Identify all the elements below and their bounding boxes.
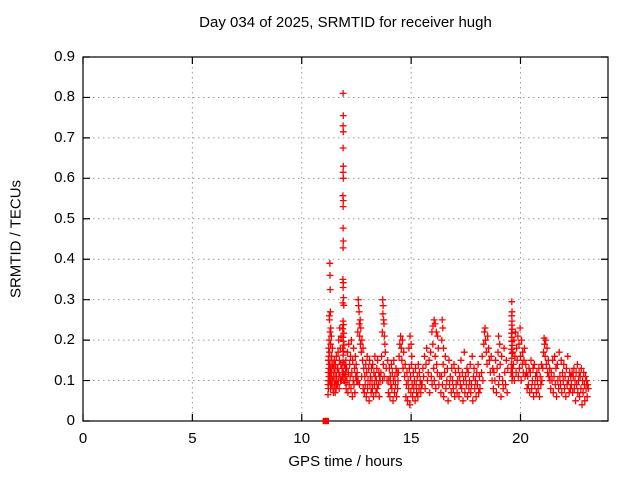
y-tick-label: 0.9 <box>54 48 75 65</box>
plot-border <box>82 56 609 422</box>
y-tick-label: 0.6 <box>54 169 75 187</box>
chart-title: Day 034 of 2025, SRMTID for receiver hug… <box>199 14 492 31</box>
y-tick-label: 0.2 <box>54 331 75 349</box>
x-tick-label: 20 <box>512 430 529 447</box>
x-tick-label: 5 <box>188 430 197 447</box>
y-tick-label: 0.4 <box>54 250 75 268</box>
x-axis-label: GPS time / hours <box>288 453 403 470</box>
y-tick-label: 0 <box>66 412 75 429</box>
y-axis-label: SRMTID / TECUs <box>7 179 25 299</box>
x-tick-label: 10 <box>293 430 311 447</box>
y-tick-label: 0.8 <box>54 88 75 106</box>
y-tick-label: 0.5 <box>54 209 75 227</box>
y-tick-label: 0.7 <box>54 128 75 146</box>
x-tick-label: 0 <box>78 430 88 447</box>
axis-ticks <box>82 56 608 422</box>
y-tick-label: 0.1 <box>54 371 75 389</box>
srmtid-data-points <box>324 90 592 409</box>
x-tick-label: 15 <box>402 430 420 447</box>
y-tick-label: 0.3 <box>54 290 75 308</box>
start-marker <box>322 417 330 425</box>
